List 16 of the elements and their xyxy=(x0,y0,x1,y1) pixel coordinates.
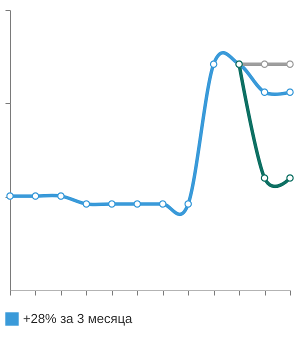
point xyxy=(82,200,90,208)
point xyxy=(260,88,268,96)
point xyxy=(260,60,268,68)
point xyxy=(260,174,268,182)
point xyxy=(184,200,192,208)
point xyxy=(6,192,14,200)
point xyxy=(32,192,40,200)
legend-label: +28% за 3 месяца xyxy=(23,311,134,326)
point xyxy=(286,88,294,96)
point xyxy=(57,192,65,200)
point xyxy=(134,200,142,208)
point xyxy=(286,60,294,68)
point xyxy=(108,200,116,208)
point xyxy=(286,174,294,182)
point xyxy=(210,60,218,68)
point xyxy=(158,200,166,208)
